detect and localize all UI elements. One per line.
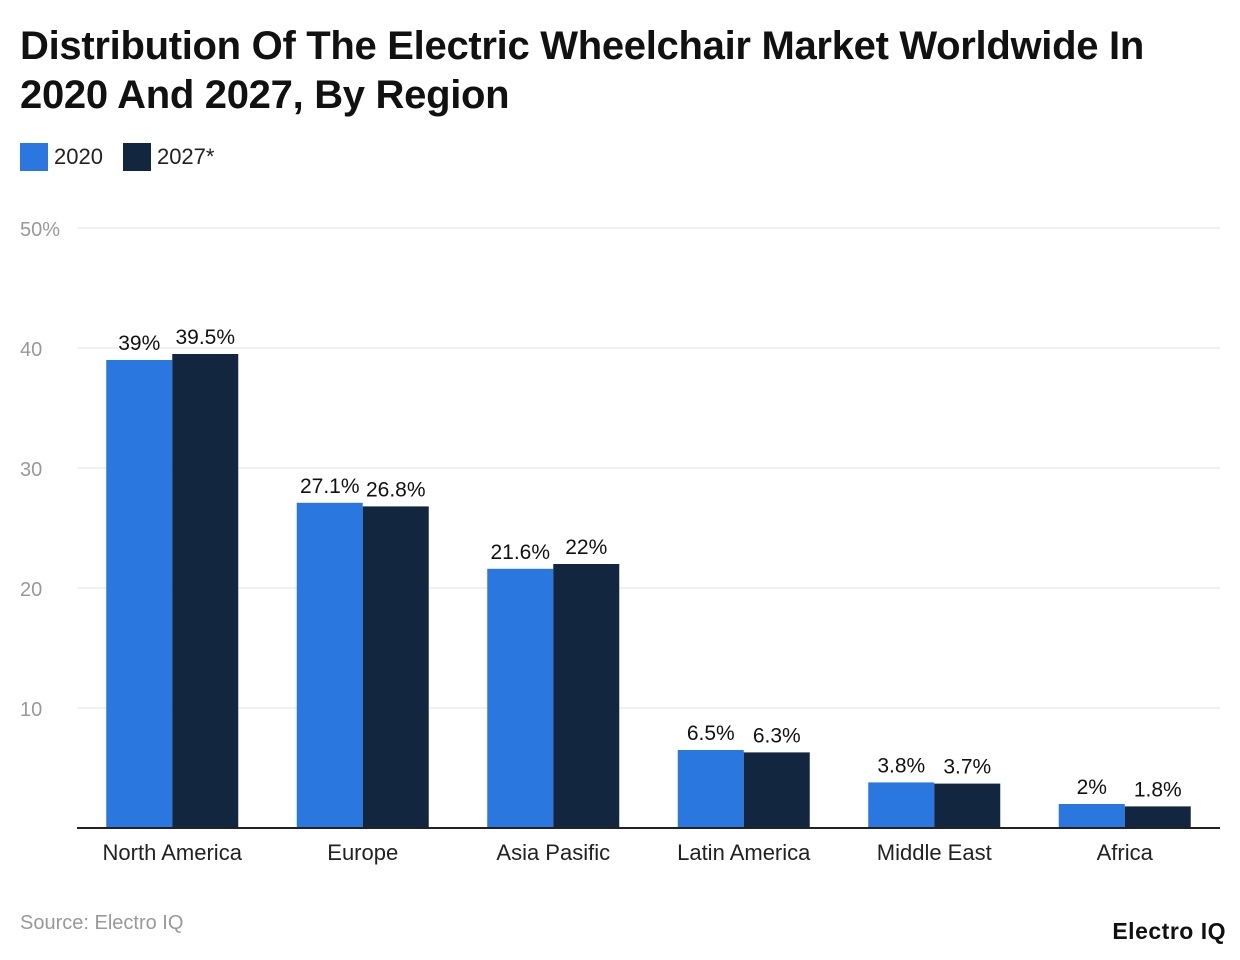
data-label: 21.6% bbox=[490, 541, 550, 564]
data-label: 39% bbox=[118, 332, 160, 355]
y-tick-label: 30 bbox=[20, 459, 42, 481]
x-tick-label: Latin America bbox=[677, 840, 811, 865]
bar-2020 bbox=[296, 502, 363, 828]
y-tick-label: 20 bbox=[20, 579, 42, 601]
data-label: 2% bbox=[1077, 776, 1107, 799]
data-label: 3.8% bbox=[877, 754, 925, 777]
bar-2020 bbox=[1058, 804, 1125, 828]
legend-item-2020: 2020 bbox=[20, 143, 103, 171]
bar-2020 bbox=[487, 568, 554, 828]
data-label: 1.8% bbox=[1134, 778, 1182, 801]
legend: 2020 2027* bbox=[20, 143, 214, 171]
data-label: 26.8% bbox=[366, 478, 426, 501]
bar-2027 bbox=[362, 506, 429, 828]
x-tick-label: Middle East bbox=[877, 840, 992, 865]
x-tick-label: Europe bbox=[327, 840, 398, 865]
data-label: 27.1% bbox=[300, 475, 360, 498]
bar-2020 bbox=[106, 360, 173, 828]
bar-2027 bbox=[743, 752, 810, 828]
legend-label-2027: 2027* bbox=[156, 144, 215, 169]
legend-swatch-2020 bbox=[20, 143, 48, 171]
bar-2020 bbox=[868, 782, 935, 828]
y-tick-label: 40 bbox=[20, 339, 42, 361]
data-label: 6.3% bbox=[753, 724, 801, 747]
bar-2020 bbox=[677, 750, 744, 828]
data-label: 22% bbox=[565, 536, 607, 559]
source-note: Source: Electro IQ bbox=[20, 912, 184, 934]
bar-2027 bbox=[553, 564, 620, 828]
y-tick-label: 10 bbox=[20, 699, 42, 721]
x-tick-label: Asia Pasific bbox=[496, 840, 610, 865]
bar-2027 bbox=[172, 354, 239, 828]
chart-title: Distribution Of The Electric Wheelchair … bbox=[20, 24, 1144, 117]
data-label: 3.7% bbox=[943, 756, 991, 779]
bar-2027 bbox=[1124, 806, 1191, 828]
legend-label-2020: 2020 bbox=[54, 144, 103, 169]
x-tick-label: Africa bbox=[1097, 840, 1154, 865]
legend-swatch-2027 bbox=[122, 143, 151, 171]
bar-2027 bbox=[934, 783, 1001, 828]
data-label: 39.5% bbox=[175, 326, 235, 349]
x-tick-label: North America bbox=[103, 840, 243, 865]
electro-iq-logo: Electro IQ bbox=[1112, 918, 1226, 944]
y-tick-label: 50% bbox=[20, 219, 60, 241]
data-label: 6.5% bbox=[687, 722, 735, 745]
legend-item-2027: 2027* bbox=[122, 143, 215, 171]
